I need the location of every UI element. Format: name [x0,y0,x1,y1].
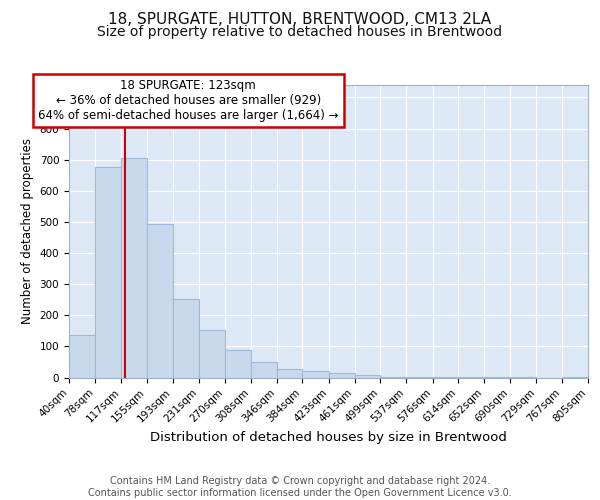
Bar [199,330,225,378]
Text: 18 SPURGATE: 123sqm
← 36% of detached houses are smaller (929)
64% of semi-detac: 18 SPURGATE: 123sqm ← 36% of detached ho… [38,79,338,122]
Bar [406,377,433,378]
Bar [329,374,355,378]
Bar [277,370,302,378]
Y-axis label: Number of detached properties: Number of detached properties [21,138,34,324]
Bar [173,299,199,378]
Text: Size of property relative to detached houses in Brentwood: Size of property relative to detached ho… [97,25,503,39]
X-axis label: Distribution of detached houses by size in Brentwood: Distribution of detached houses by size … [150,431,507,444]
Bar [69,335,95,378]
Text: 18, SPURGATE, HUTTON, BRENTWOOD, CM13 2LA: 18, SPURGATE, HUTTON, BRENTWOOD, CM13 2L… [109,12,491,28]
Text: Contains HM Land Registry data © Crown copyright and database right 2024.: Contains HM Land Registry data © Crown c… [110,476,490,486]
Bar [147,224,173,378]
Bar [251,362,277,378]
Bar [380,376,406,378]
Bar [302,371,329,378]
Bar [355,376,380,378]
Bar [95,168,121,378]
Bar [121,158,147,378]
Text: Contains public sector information licensed under the Open Government Licence v3: Contains public sector information licen… [88,488,512,498]
Bar [225,350,251,378]
